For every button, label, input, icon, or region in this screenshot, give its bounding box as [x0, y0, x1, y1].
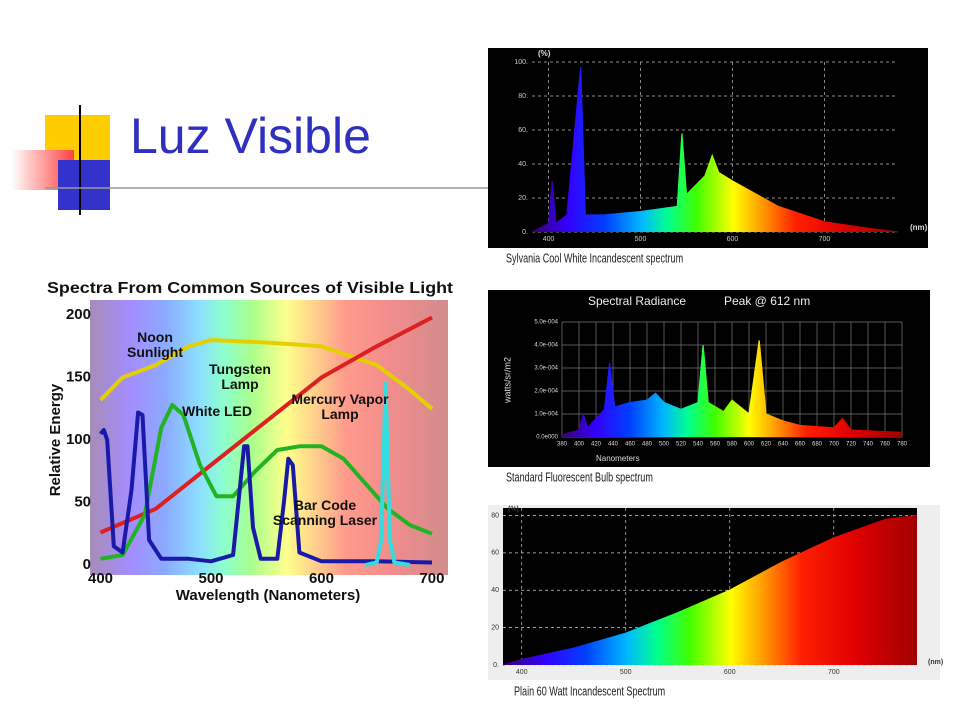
y-tick-label: 200: [66, 306, 91, 323]
caption: Sylvania Cool White Incandescent spectru…: [506, 251, 683, 265]
series-label: Noon Sunlight: [127, 329, 183, 360]
series-label: Bar Code Scanning Laser: [272, 497, 378, 528]
x-tick-label: 540: [693, 442, 704, 448]
y-tick-label: 0.0e000: [536, 435, 558, 441]
chart: 0.0e000 1.0e-004 2.0e-004 3.0e-004 4.0e-004 5…: [488, 290, 930, 484]
x-tick-label: 420: [591, 442, 602, 448]
y-tick-label: 50: [74, 493, 91, 510]
y-tick-label: 40.: [518, 161, 528, 168]
y-tick-label: 80: [491, 512, 499, 519]
y-tick-label: 80.: [518, 93, 528, 100]
x-tick-label: 600: [727, 236, 739, 243]
spectrum-line: [531, 67, 899, 233]
series-line: [99, 315, 433, 535]
area-fill: [503, 515, 917, 665]
x-tick-label: 620: [761, 442, 772, 448]
y-tick-label: 60: [491, 550, 499, 557]
x-tick-label: 440: [608, 442, 619, 448]
series-line: [100, 403, 433, 561]
x-tick-label: 460: [625, 442, 636, 448]
y-tick-label: 150: [66, 368, 91, 385]
spectrum-line: [502, 514, 918, 666]
series-line: [365, 381, 411, 567]
caption: Standard Fluorescent Bulb spectrum: [506, 470, 653, 484]
y-tick-label: 60.: [518, 127, 528, 134]
x-tick-label: 700: [419, 570, 444, 587]
y-tick-label: 0.: [522, 229, 528, 236]
y-tick-label: 20.: [518, 195, 528, 202]
y-axis-label: (%): [508, 506, 519, 513]
x-axis-label: Nanometers: [596, 454, 640, 463]
y-axis-label: (%): [538, 49, 551, 58]
x-tick-label: 400: [574, 442, 585, 448]
series-label: White LED: [182, 403, 252, 419]
x-tick-label: 500: [198, 570, 223, 587]
y-tick-label: 40: [491, 587, 499, 594]
x-tick-label: 700: [819, 236, 831, 243]
x-tick-label: 400: [543, 236, 555, 243]
x-tick-label: 400: [516, 669, 528, 676]
x-tick-label: 560: [710, 442, 721, 448]
x-tick-label: 520: [676, 442, 687, 448]
area-fill: [562, 340, 902, 437]
y-tick-label: 20: [491, 624, 499, 631]
x-axis-label: Wavelength (Nanometers): [176, 587, 360, 604]
x-tick-label: 660: [795, 442, 806, 448]
series-line: [98, 410, 433, 565]
x-tick-label: 740: [863, 442, 874, 448]
y-tick-label: 2.0e-004: [534, 389, 558, 395]
x-tick-label: 700: [829, 442, 840, 448]
y-axis-label: Relative Energy: [47, 383, 64, 496]
x-axis-label: (nm): [910, 223, 928, 232]
series-label: Mercury Vapor Lamp: [291, 391, 389, 422]
chart-title: Spectral Radiance: [588, 294, 686, 308]
x-tick-label: 500: [659, 442, 670, 448]
x-tick-label: 380: [557, 442, 568, 448]
x-axis-label: (nm): [928, 659, 943, 666]
x-tick-label: 780: [897, 442, 908, 448]
x-tick-label: 700: [828, 669, 840, 676]
y-tick-label: 1.0e-004: [534, 412, 558, 418]
x-tick-label: 500: [635, 236, 647, 243]
spectrum-line: [561, 340, 903, 436]
slide-title: Luz Visible: [130, 108, 371, 164]
y-tick-label: 0.: [493, 662, 499, 669]
series-line: [99, 338, 434, 411]
y-axis-label: watts/sr/m2: [502, 357, 512, 404]
y-tick-label: 100: [66, 431, 91, 448]
chart-title: Spectra From Common Sources of Visible L…: [47, 280, 454, 297]
y-tick-label: 4.0e-004: [534, 343, 558, 349]
x-tick-label: 580: [727, 442, 738, 448]
chart: 0. 20 40 60 80 400 500 600 700 (nm) (%) Plain 60 Wa…: [488, 505, 943, 698]
y-tick-label: 5.0e-004: [534, 320, 558, 326]
y-tick-label: 0: [83, 556, 91, 573]
x-tick-label: 720: [846, 442, 857, 448]
x-tick-label: 600: [724, 669, 736, 676]
area-fill: [532, 67, 898, 232]
x-tick-label: 400: [88, 570, 113, 587]
x-tick-label: 480: [642, 442, 653, 448]
series-label: Tungsten Lamp: [209, 361, 271, 392]
x-tick-label: 680: [812, 442, 823, 448]
deco-square: [58, 160, 110, 210]
annotation: Peak @ 612 nm: [724, 294, 810, 308]
x-tick-label: 500: [620, 669, 632, 676]
x-tick-label: 600: [744, 442, 755, 448]
y-tick-label: 3.0e-004: [534, 366, 558, 372]
caption: Plain 60 Watt Incandescent Spectrum: [514, 684, 665, 698]
x-tick-label: 640: [778, 442, 789, 448]
chart: 0. 20. 40. 60. 80. 100. 400 500 600 700 (nm) (%) Syl…: [488, 48, 928, 265]
x-tick-label: 760: [880, 442, 891, 448]
chart: 0 50 100 150 200 400 500 600 700 Spectra From Com…: [47, 280, 454, 604]
y-tick-label: 100.: [514, 59, 528, 66]
x-tick-label: 600: [309, 570, 334, 587]
